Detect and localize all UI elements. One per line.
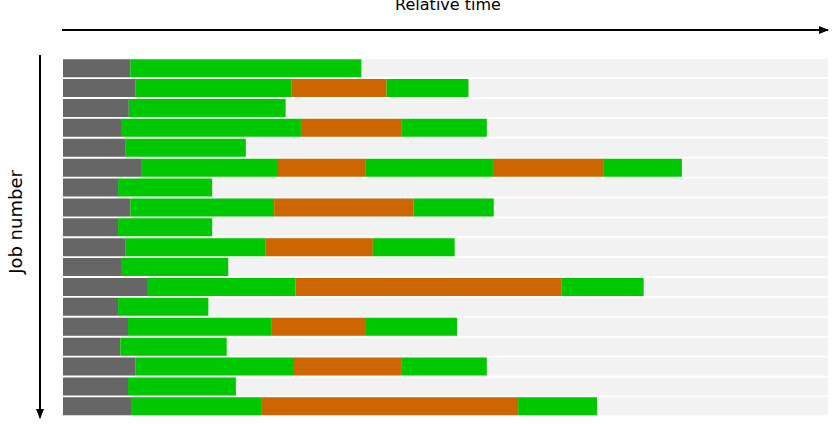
svg-text:Job number: Job number [8, 170, 26, 275]
svg-text:Relative time: Relative time [395, 0, 501, 14]
